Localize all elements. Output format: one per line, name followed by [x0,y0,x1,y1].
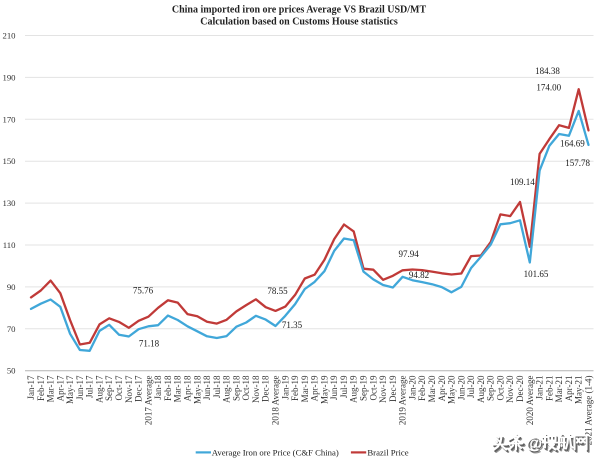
svg-text:Oct-18: Oct-18 [241,375,251,400]
svg-text:110: 110 [3,240,16,250]
svg-text:Aug-20: Aug-20 [476,375,486,403]
svg-text:Dec-20: Dec-20 [515,375,525,402]
svg-text:May-19: May-19 [319,375,329,404]
svg-text:Apr-20: Apr-20 [437,375,447,401]
svg-text:Sep-18: Sep-18 [231,375,241,401]
svg-text:Apr-21: Apr-21 [564,376,574,402]
svg-text:Oct-19: Oct-19 [368,375,378,400]
svg-text:109.14: 109.14 [510,177,535,187]
svg-text:2020 Average: 2020 Average [525,376,535,426]
svg-text:May-17: May-17 [65,375,75,404]
svg-text:50: 50 [7,366,16,376]
svg-text:78.55: 78.55 [267,286,288,296]
svg-text:Jun-19: Jun-19 [329,375,339,400]
svg-text:157.78: 157.78 [565,158,590,168]
svg-text:164.69: 164.69 [560,139,585,149]
svg-text:2021 Average (1-4): 2021 Average (1-4) [584,376,594,446]
svg-text:Jan-17: Jan-17 [26,375,36,399]
svg-text:Jun-20: Jun-20 [456,375,466,400]
svg-text:150: 150 [2,156,16,166]
svg-text:May-21: May-21 [574,376,584,405]
svg-text:Aug-18: Aug-18 [222,375,232,403]
svg-text:75.76: 75.76 [133,286,154,296]
svg-text:Calculation based on Customs H: Calculation based on Customs House stati… [200,17,398,28]
svg-text:101.65: 101.65 [524,269,549,279]
svg-text:Sep-17: Sep-17 [104,375,114,401]
svg-text:Aug-17: Aug-17 [95,375,105,403]
svg-text:Jan-19: Jan-19 [280,375,290,399]
svg-text:Aug-19: Aug-19 [349,375,359,403]
svg-text:170: 170 [2,114,16,124]
svg-text:Mar-21: Mar-21 [554,376,564,403]
svg-text:Dec-17: Dec-17 [134,375,144,402]
svg-text:210: 210 [2,31,16,41]
svg-text:Nov-18: Nov-18 [251,375,261,403]
svg-text:Jul-19: Jul-19 [339,375,349,398]
svg-text:Jul-20: Jul-20 [466,375,476,398]
svg-text:Nov-20: Nov-20 [505,375,515,403]
svg-text:Feb-21: Feb-21 [544,376,554,402]
svg-text:Feb-19: Feb-19 [290,375,300,401]
svg-text:Jan-21: Jan-21 [535,376,545,400]
svg-text:Feb-17: Feb-17 [36,375,46,401]
svg-text:Dec-18: Dec-18 [261,375,271,402]
svg-text:Feb-18: Feb-18 [163,375,173,401]
svg-text:Mar-17: Mar-17 [46,375,56,402]
svg-text:184.38: 184.38 [535,66,560,76]
svg-text:Jun-18: Jun-18 [202,375,212,400]
svg-text:2017 Average: 2017 Average [143,376,153,426]
svg-text:Oct-20: Oct-20 [495,375,505,400]
svg-text:May-20: May-20 [447,375,457,404]
svg-text:Jul-18: Jul-18 [212,375,222,398]
svg-text:Nov-17: Nov-17 [124,375,134,403]
svg-text:71.35: 71.35 [282,320,303,330]
svg-text:Mar-19: Mar-19 [300,375,310,402]
svg-text:May-18: May-18 [192,375,202,404]
svg-text:Apr-19: Apr-19 [310,375,320,401]
svg-text:Dec-19: Dec-19 [388,375,398,402]
svg-text:Sep-19: Sep-19 [359,375,369,401]
svg-text:70: 70 [7,324,16,334]
svg-text:130: 130 [2,198,16,208]
svg-text:97.94: 97.94 [398,249,419,259]
svg-text:Nov-19: Nov-19 [378,375,388,403]
svg-text:@: @ [527,436,543,454]
svg-text:Jan-20: Jan-20 [407,375,417,399]
svg-text:@: @ [528,437,544,455]
svg-text:Apr-17: Apr-17 [55,375,65,401]
svg-text:71.18: 71.18 [139,339,160,349]
svg-text:Jan-18: Jan-18 [153,375,163,399]
svg-text:94.82: 94.82 [409,270,429,280]
svg-text:2019 Average: 2019 Average [398,376,408,426]
svg-text:@: @ [526,435,542,453]
svg-text:174.00: 174.00 [536,83,561,93]
svg-text:Oct-17: Oct-17 [114,375,124,400]
svg-text:Jul-17: Jul-17 [85,375,95,398]
svg-text:90: 90 [7,282,16,292]
svg-text:Average Iron ore Price (C&F Ch: Average Iron ore Price (C&F China) [212,447,339,457]
svg-text:Mar-20: Mar-20 [427,375,437,402]
svg-text:Mar-18: Mar-18 [173,375,183,402]
svg-text:Apr-18: Apr-18 [183,375,193,401]
svg-text:Feb-20: Feb-20 [417,375,427,401]
svg-text:Jun-17: Jun-17 [75,375,85,400]
svg-text:Sep-20: Sep-20 [486,375,496,401]
svg-text:China imported iron ore prices: China imported iron ore prices Average V… [172,4,427,15]
svg-text:190: 190 [2,72,16,82]
svg-text:2018 Average: 2018 Average [271,376,281,426]
svg-text:Brazil Price: Brazil Price [367,447,408,457]
